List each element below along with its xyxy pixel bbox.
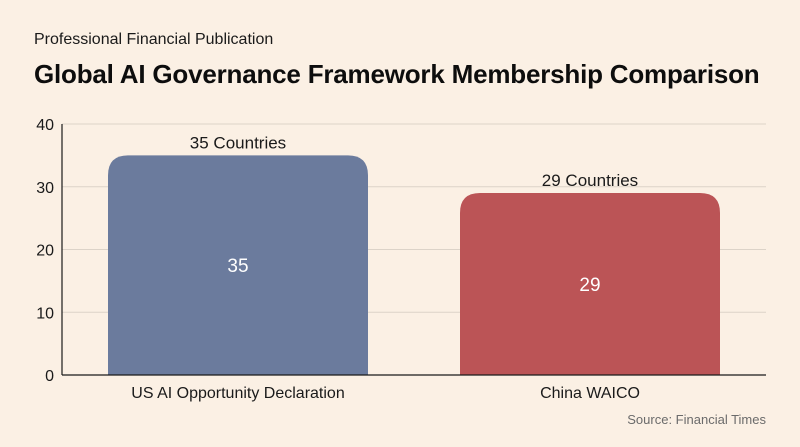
- bars: [108, 155, 720, 375]
- y-tick-label: 0: [45, 368, 54, 385]
- bar-value-label: 35: [227, 256, 248, 277]
- y-tick-label: 10: [36, 305, 54, 322]
- bar-top-label: 35 Countries: [190, 133, 286, 152]
- axes: [61, 124, 766, 376]
- chart-subtitle: Professional Financial Publication: [34, 31, 274, 48]
- labels: 0 10 20 30 40 35 Countries 35 US AI Opportunity…: [36, 117, 640, 402]
- y-tick-label: 30: [36, 180, 54, 197]
- bar: [108, 155, 368, 375]
- bar-top-label: 29 Countries: [542, 171, 638, 190]
- chart-title: Global AI Governance Framework Membershi…: [34, 59, 760, 89]
- bar-value-label: 29: [579, 275, 600, 296]
- bar: [460, 193, 720, 375]
- x-category-label: China WAICO: [540, 385, 640, 402]
- y-tick-label: 20: [36, 243, 54, 260]
- source-note: Source: Financial Times: [627, 412, 766, 427]
- x-category-label: US AI Opportunity Declaration: [131, 385, 344, 402]
- y-tick-label: 40: [36, 117, 54, 134]
